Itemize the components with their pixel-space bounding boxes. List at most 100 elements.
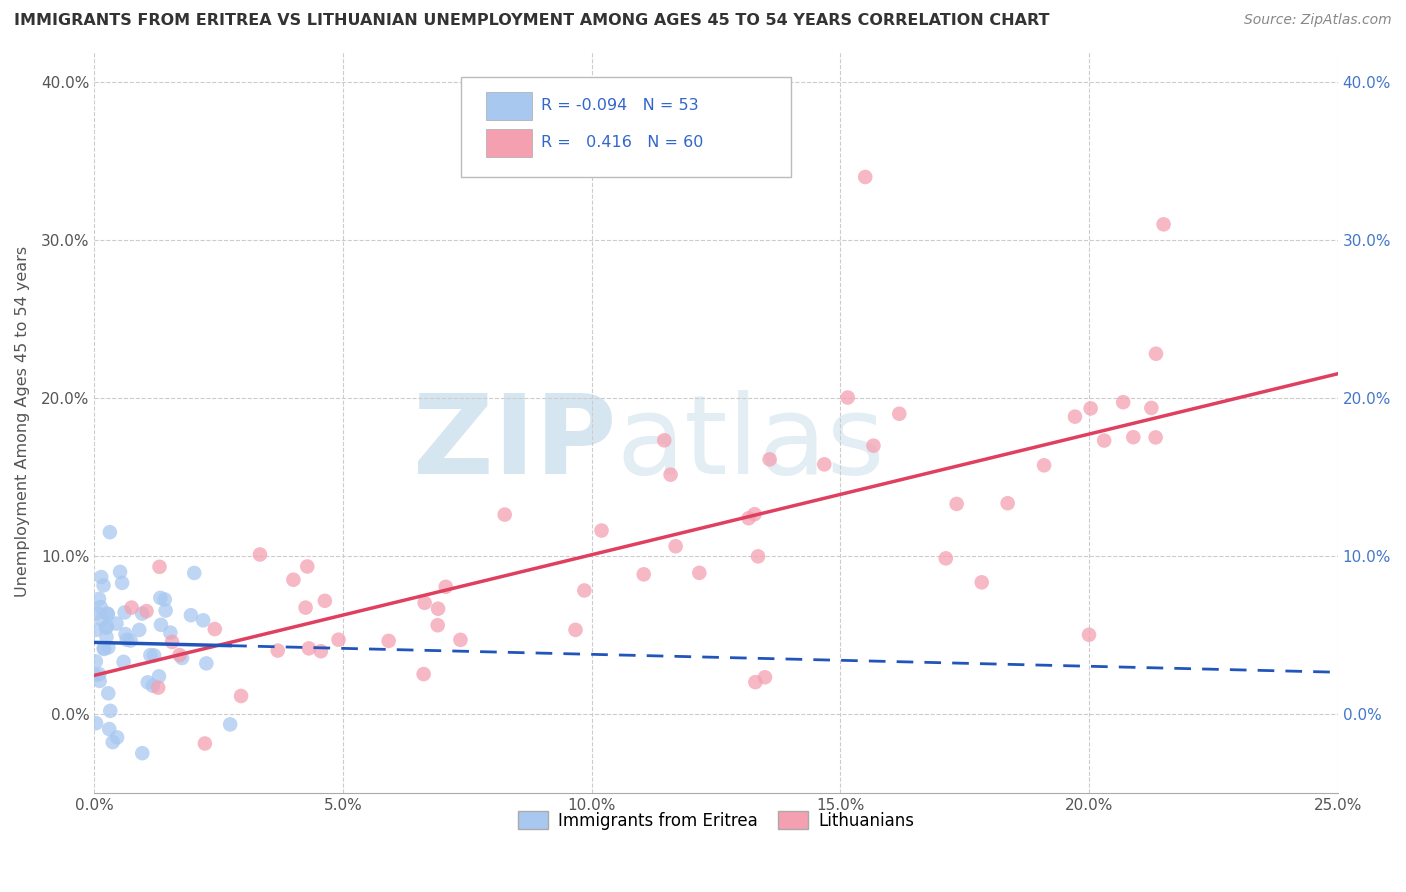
- Point: [97, 686, 120, 700]
- Point: [747, 549, 769, 564]
- Point: [1064, 409, 1087, 424]
- Point: [148, 559, 170, 574]
- Point: [229, 689, 252, 703]
- Point: [159, 625, 181, 640]
- Point: [449, 632, 471, 647]
- Point: [143, 648, 166, 663]
- Point: [84, 668, 107, 682]
- Point: [148, 669, 170, 683]
- Point: [169, 648, 191, 662]
- Point: [1140, 401, 1163, 415]
- Point: [183, 566, 205, 580]
- Point: [114, 627, 136, 641]
- Point: [195, 657, 218, 671]
- Point: [997, 496, 1019, 510]
- Point: [853, 169, 876, 184]
- Point: [131, 746, 153, 760]
- Point: [426, 618, 449, 632]
- Point: [148, 681, 170, 695]
- Point: [149, 617, 172, 632]
- Point: [112, 655, 135, 669]
- Point: [283, 573, 305, 587]
- Point: [135, 604, 157, 618]
- Point: [1078, 628, 1101, 642]
- Point: [87, 591, 110, 606]
- Point: [633, 567, 655, 582]
- Point: [98, 722, 121, 736]
- Point: [412, 667, 434, 681]
- Point: [111, 575, 134, 590]
- Text: atlas: atlas: [617, 391, 886, 498]
- Point: [249, 548, 271, 562]
- Point: [309, 644, 332, 658]
- Point: [98, 525, 121, 540]
- Point: [97, 640, 120, 655]
- Point: [96, 619, 118, 633]
- Point: [665, 539, 688, 553]
- Point: [564, 623, 586, 637]
- Text: R =   0.416   N = 60: R = 0.416 N = 60: [541, 136, 703, 150]
- Point: [160, 635, 183, 649]
- Point: [193, 613, 215, 627]
- Point: [93, 642, 115, 657]
- Point: [84, 654, 107, 668]
- Point: [96, 607, 118, 621]
- Point: [935, 551, 957, 566]
- Point: [84, 623, 107, 637]
- Point: [591, 524, 613, 538]
- Point: [434, 580, 457, 594]
- Point: [427, 601, 450, 615]
- Point: [105, 616, 128, 631]
- Point: [328, 632, 350, 647]
- Point: [659, 467, 682, 482]
- Point: [204, 622, 226, 636]
- Point: [297, 559, 319, 574]
- Point: [1033, 458, 1056, 473]
- Point: [1153, 217, 1175, 231]
- Point: [758, 452, 780, 467]
- Point: [121, 600, 143, 615]
- Point: [737, 511, 759, 525]
- Point: [120, 633, 142, 648]
- Point: [153, 592, 176, 607]
- Point: [136, 675, 159, 690]
- Point: [128, 623, 150, 637]
- Point: [97, 607, 120, 622]
- Point: [1144, 347, 1167, 361]
- Point: [98, 704, 121, 718]
- Point: [93, 641, 115, 656]
- Point: [1080, 401, 1102, 416]
- Point: [744, 675, 766, 690]
- Point: [688, 566, 710, 580]
- Point: [108, 565, 131, 579]
- Point: [93, 578, 115, 592]
- Point: [754, 670, 776, 684]
- Legend: Immigrants from Eritrea, Lithuanians: Immigrants from Eritrea, Lithuanians: [512, 805, 921, 837]
- Point: [90, 600, 112, 615]
- Point: [413, 596, 436, 610]
- Point: [377, 633, 399, 648]
- Point: [86, 606, 108, 620]
- Point: [90, 570, 112, 584]
- Point: [267, 643, 290, 657]
- Point: [294, 600, 316, 615]
- Point: [652, 434, 675, 448]
- Point: [574, 583, 596, 598]
- Point: [194, 737, 217, 751]
- FancyBboxPatch shape: [486, 92, 531, 120]
- Point: [970, 575, 993, 590]
- Point: [96, 630, 118, 644]
- Point: [94, 621, 117, 635]
- Point: [813, 458, 835, 472]
- Point: [155, 603, 177, 617]
- Point: [862, 439, 884, 453]
- Point: [1112, 395, 1135, 409]
- Point: [170, 651, 193, 665]
- Y-axis label: Unemployment Among Ages 45 to 54 years: Unemployment Among Ages 45 to 54 years: [15, 246, 30, 598]
- Text: Source: ZipAtlas.com: Source: ZipAtlas.com: [1244, 13, 1392, 28]
- Point: [84, 716, 107, 731]
- FancyBboxPatch shape: [461, 77, 790, 177]
- Text: ZIP: ZIP: [413, 391, 617, 498]
- FancyBboxPatch shape: [486, 129, 531, 157]
- Point: [91, 612, 114, 626]
